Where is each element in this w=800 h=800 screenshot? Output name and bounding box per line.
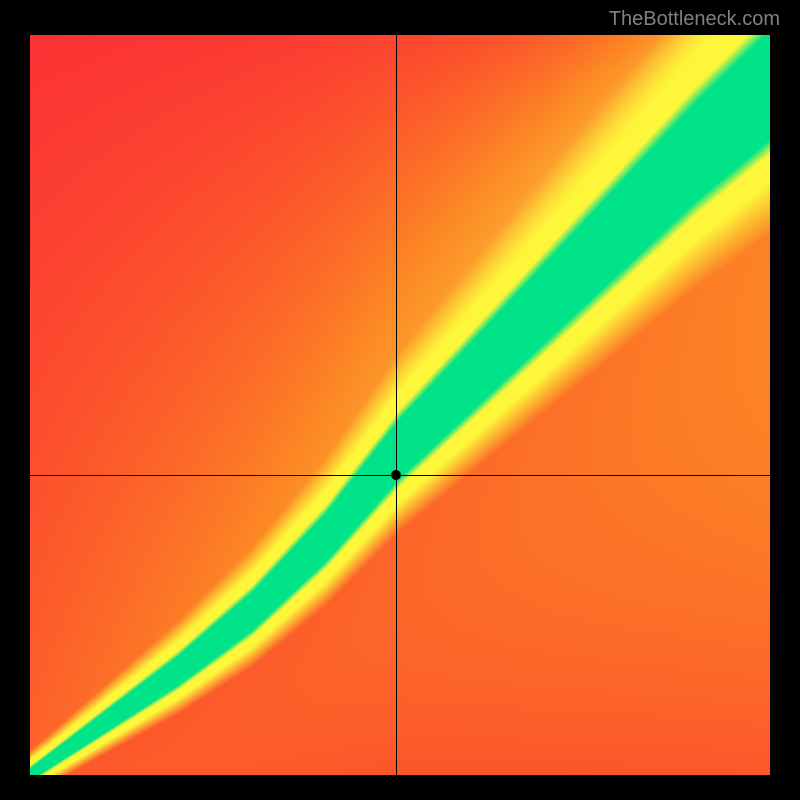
heatmap-canvas	[30, 35, 770, 775]
watermark-text: TheBottleneck.com	[609, 8, 780, 31]
marker-dot	[391, 470, 401, 480]
crosshair-vertical	[396, 35, 397, 775]
heatmap-chart	[30, 35, 770, 775]
